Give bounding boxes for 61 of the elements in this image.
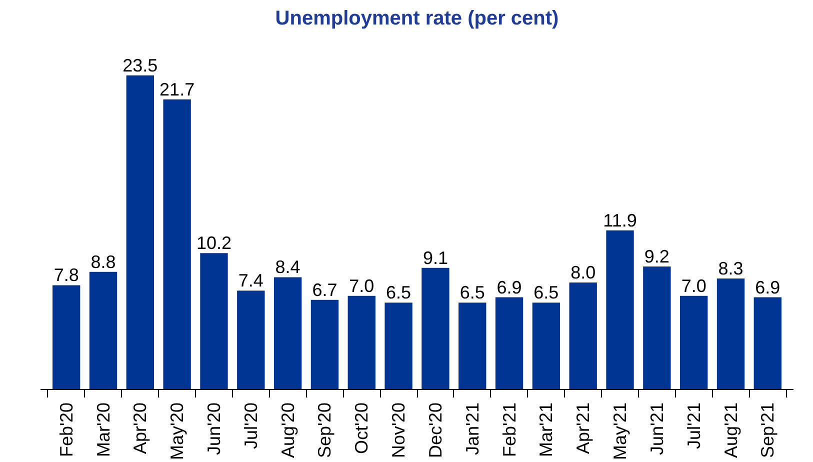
data-label: 6.7 [312,280,338,300]
chart-title: Unemployment rate (per cent) [275,8,559,30]
bar [716,278,745,390]
bar [89,272,118,390]
bar [237,290,265,390]
data-label: 8.8 [90,252,116,272]
data-label: 6.5 [386,282,412,303]
x-tick-label: Nov'20 [388,402,409,458]
bar [163,99,191,390]
bar [348,296,376,390]
bar [52,285,80,390]
x-tick-label: Mar'21 [536,402,556,457]
x-tick-label: Jun'21 [646,402,667,455]
data-label: 23.5 [122,55,158,76]
data-label: 6.5 [534,282,559,303]
x-tick-label: Sep'21 [758,402,778,458]
bar [274,277,302,390]
x-tick-label: Feb'20 [56,402,76,457]
bar [532,302,560,390]
data-label: 7.0 [349,276,374,296]
data-label: 21.7 [160,79,195,100]
x-tick-label: Oct'20 [352,402,372,454]
bar [422,268,450,390]
bar [310,300,339,390]
data-label: 7.4 [238,270,264,291]
data-label: 6.9 [496,277,522,298]
data-label: 11.9 [603,210,637,230]
x-tick-label: Sep'20 [314,402,335,458]
x-tick-label: May'20 [167,402,188,460]
x-tick-label: Jul'20 [240,402,261,449]
x-tick-label: Dec'20 [425,402,446,458]
x-tick-label: Apr'20 [130,402,150,454]
bar [643,266,671,390]
bar [606,230,634,390]
bar [569,282,597,390]
data-label: 10.2 [196,233,232,254]
data-label: 6.9 [755,277,780,298]
x-tick-label: Aug'21 [720,402,741,458]
x-tick-label: Jun'20 [204,402,224,455]
data-label: 6.5 [460,282,485,303]
x-tick-label: Jan'21 [462,402,482,455]
bar [384,302,412,390]
data-label: 7.0 [681,276,706,296]
bar [680,296,708,390]
x-tick-label: Apr'21 [573,402,594,454]
bar [754,297,782,390]
bar [200,253,228,390]
x-tick-label: Jul'21 [684,402,704,449]
x-tick-label: Aug'20 [278,402,298,458]
data-label: 9.2 [644,246,670,267]
data-label: 8.4 [275,257,300,278]
x-tick-label: Feb'21 [499,402,520,457]
data-label: 9.1 [422,248,448,268]
x-tick-label: May'21 [610,402,630,460]
x-tick-label: Mar'20 [93,402,114,457]
bar [458,302,486,390]
data-label: 8.0 [570,262,596,283]
data-label: 8.3 [718,258,744,279]
data-label: 7.8 [54,265,79,286]
bar [495,297,524,390]
bar [126,75,154,390]
